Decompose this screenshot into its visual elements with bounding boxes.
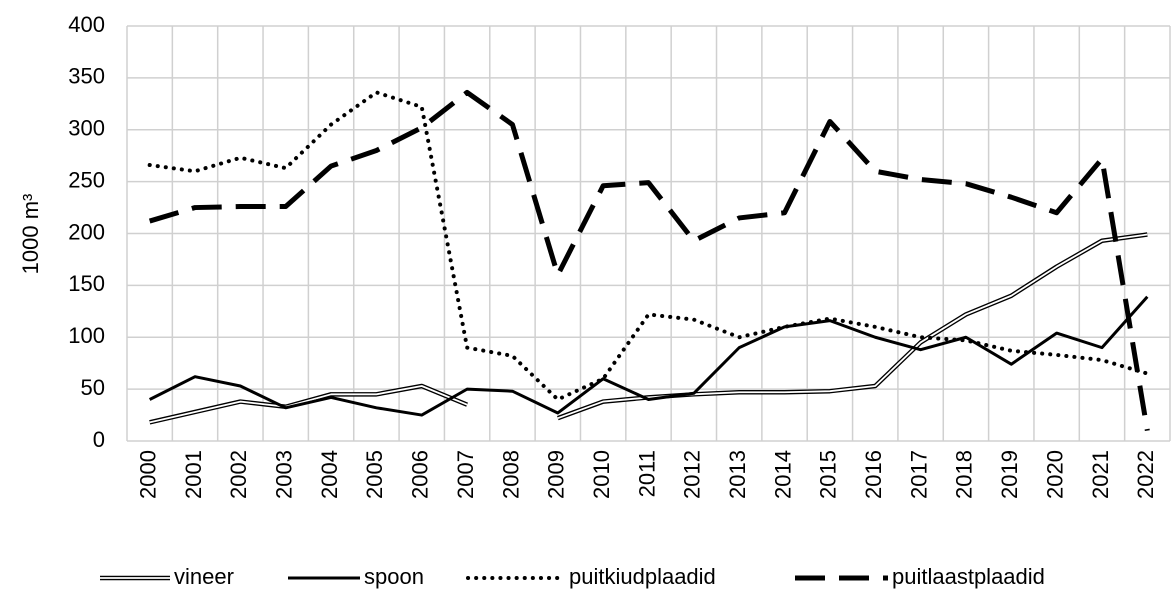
x-tick-label: 2000 xyxy=(135,450,160,499)
x-tick-label: 2018 xyxy=(952,450,977,499)
series-line xyxy=(149,232,1148,425)
x-tick-label: 2001 xyxy=(181,450,206,499)
y-tick-label: 150 xyxy=(68,271,105,296)
x-tick-label: 2016 xyxy=(861,450,886,499)
x-tick-label: 2008 xyxy=(498,450,523,499)
y-tick-label: 200 xyxy=(68,219,105,244)
x-tick-label: 2006 xyxy=(408,450,433,499)
series-line-inner xyxy=(149,233,1148,424)
series-line xyxy=(148,295,1149,417)
x-tick-label: 2021 xyxy=(1088,450,1113,499)
x-tick-label: 2004 xyxy=(317,450,342,499)
y-tick-label: 50 xyxy=(81,375,105,400)
legend-label: vineer xyxy=(174,564,234,589)
x-tick-label: 2020 xyxy=(1042,450,1067,499)
y-tick-label: 250 xyxy=(68,167,105,192)
x-tick-label: 2013 xyxy=(725,450,750,499)
y-tick-label: 300 xyxy=(68,116,105,141)
x-tick-label: 2010 xyxy=(589,450,614,499)
x-tick-label: 2011 xyxy=(634,450,659,497)
legend-label: puitlaastplaadid xyxy=(892,564,1045,589)
x-tick-label: 2022 xyxy=(1133,450,1158,499)
x-tick-label: 2014 xyxy=(770,450,795,499)
y-tick-label: 350 xyxy=(68,64,105,89)
x-tick-label: 2017 xyxy=(906,450,931,499)
legend-label: spoon xyxy=(364,564,424,589)
series-line xyxy=(148,89,1150,432)
x-tick-label: 2012 xyxy=(680,450,705,499)
x-tick-label: 2002 xyxy=(226,450,251,499)
x-tick-label: 2007 xyxy=(453,450,478,499)
series-line xyxy=(147,90,1150,402)
y-axis-label: 1000 m³ xyxy=(18,194,43,275)
x-tick-label: 2005 xyxy=(362,450,387,499)
y-tick-label: 100 xyxy=(68,323,105,348)
x-tick-label: 2003 xyxy=(272,450,297,499)
x-tick-label: 2019 xyxy=(997,450,1022,499)
y-tick-label: 0 xyxy=(93,427,105,452)
x-tick-label: 2009 xyxy=(544,450,569,499)
y-tick-label: 400 xyxy=(68,12,105,37)
x-tick-label: 2015 xyxy=(816,450,841,499)
legend-label: puitkiudplaadid xyxy=(569,564,716,589)
